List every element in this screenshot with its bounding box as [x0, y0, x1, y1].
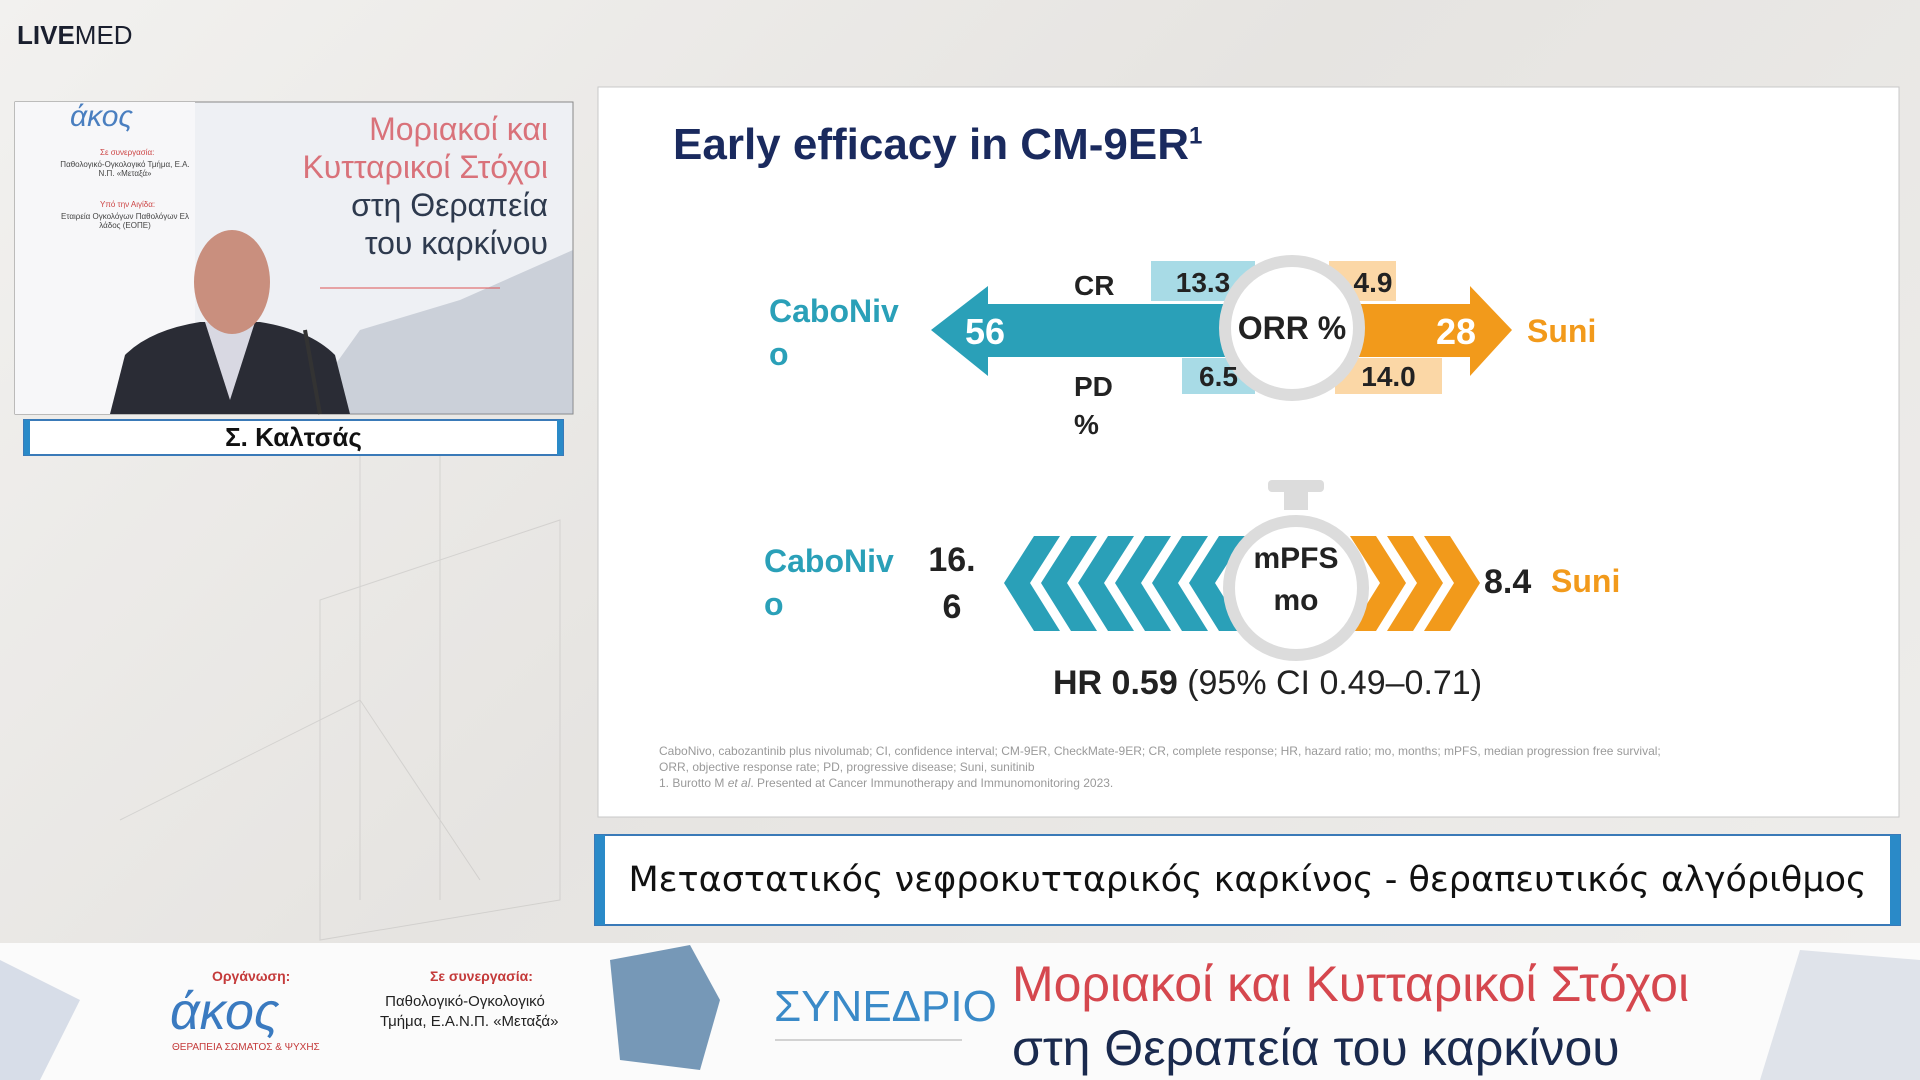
speaker-head	[194, 230, 270, 334]
backdrop-logo: άκος	[70, 100, 134, 133]
footer-title-line: στη Θεραπεία του καρκίνου	[1012, 1020, 1620, 1076]
chevron	[1387, 536, 1443, 631]
backdrop-sketch	[119, 420, 561, 941]
footnote-part: 1. Burotto M	[659, 776, 728, 790]
speaker-name: Σ. Καλτσάς	[225, 422, 362, 452]
backdrop-title: Μοριακοί και Κυτταρικοί Στόχοι στη Θεραπ…	[302, 110, 548, 262]
caption-accent	[1890, 835, 1900, 925]
orr-center: ORR %	[1237, 310, 1347, 346]
partner-line: Παθολογικό-Ογκολογικό	[385, 993, 545, 1010]
footer-title-line: Μοριακοί και Κυτταρικοί Στόχοι	[1012, 956, 1690, 1012]
sketch	[119, 699, 481, 881]
name-bar-accent	[557, 420, 563, 455]
hr-bold: HR 0.59	[1053, 664, 1178, 702]
backdrop-partner: Παθολογικό-Ογκολογικό Τμήμα, Ε.Α.Ν.Π. «Μ…	[60, 160, 190, 178]
orr-right-value: 28	[1436, 311, 1477, 352]
backdrop-title-line: Κυτταρικοί Στόχοι	[302, 149, 548, 185]
stopwatch-stem	[1284, 490, 1308, 510]
right-chevrons	[1350, 536, 1480, 631]
footnotes: CaboNivo, cabozantinib plus nivolumab; C…	[659, 743, 1661, 791]
speaker-shirt	[205, 322, 255, 400]
pd-label: PD %	[1074, 371, 1113, 440]
microphone	[303, 329, 322, 415]
footnote-part: et al	[727, 776, 751, 790]
pfs-center: mPFS mo	[1253, 542, 1339, 617]
right-pd: 14.0	[1361, 361, 1416, 392]
chevron	[1152, 536, 1208, 631]
name-bar	[23, 419, 564, 456]
slide-title-text: Early efficacy in CM-9ER	[673, 120, 1189, 169]
event-logo-art	[610, 945, 720, 1070]
orr-left-value: 56	[965, 311, 1006, 352]
backdrop-support-label: Υπό την Αιγίδα:	[100, 200, 156, 209]
sketch	[319, 519, 561, 941]
left-chevrons	[1004, 536, 1245, 631]
slide	[597, 86, 1900, 818]
left-pd: 6.5	[1199, 361, 1238, 392]
backdrop-partner-label: Σε συνεργασία:	[100, 148, 155, 157]
left-cr: 13.3	[1175, 267, 1231, 298]
chevron	[1424, 536, 1480, 631]
org-sub: ΘΕΡΑΠΕΙΑ ΣΩΜΑΤΟΣ & ΨΥΧΗΣ	[172, 1042, 320, 1053]
hr-rest: (95% CI 0.49–0.71)	[1187, 664, 1483, 702]
logo-bold: LIVE	[17, 20, 75, 50]
pfs-dial	[1223, 515, 1369, 661]
orr-dial	[1219, 255, 1365, 401]
slide-title: Early efficacy in CM-9ER1	[673, 120, 1202, 170]
footnote: ORR, objective response rate; PD, progre…	[659, 760, 1035, 774]
pfs-left-label: CaboNivo	[764, 543, 894, 622]
footer-title: Μοριακοί και Κυτταρικοί Στόχοι στη Θεραπ…	[1012, 952, 1689, 1080]
footer-art	[1760, 950, 1920, 1080]
caption-bar	[594, 834, 1901, 926]
partner-label: Σε συνεργασία:	[430, 968, 533, 984]
partner-line: Τμήμα, Ε.Α.Ν.Π. «Μεταξά»	[380, 1013, 559, 1030]
backdrop-title-line: του καρκίνου	[364, 225, 548, 261]
backdrop-support: Εταιρεία Ογκολόγων Παθολόγων Ελλάδος (ΕΟ…	[60, 212, 190, 230]
livemed-logo: LIVEMED	[17, 20, 133, 51]
chevron	[1004, 536, 1060, 631]
pfs-right-label: Suni	[1551, 563, 1621, 599]
caption: Μεταστατικός νεφροκυτταρικός καρκίνος - …	[628, 860, 1867, 900]
caption-accent	[595, 835, 605, 925]
hazard-ratio: HR 0.59 (95% CI 0.49–0.71)	[1053, 664, 1482, 703]
backdrop-title-line: Μοριακοί και	[369, 111, 548, 147]
left-arrow	[931, 286, 1290, 376]
right-cr: 4.9	[1353, 267, 1393, 298]
partner: Παθολογικό-Ογκολογικό Τμήμα, Ε.Α.Ν.Π. «Μ…	[380, 992, 559, 1032]
backdrop-title-line: στη Θεραπεία	[351, 187, 548, 223]
slide-title-sup: 1	[1188, 122, 1203, 150]
chevron	[1041, 536, 1097, 631]
banner-art	[300, 250, 573, 414]
footer-art	[0, 960, 80, 1080]
org-logo: άκος	[170, 983, 280, 1041]
footnote-part: . Presented at Cancer Immunotherapy and …	[750, 776, 1114, 790]
footnote: 1. Burotto M et al. Presented at Cancer …	[659, 775, 1661, 791]
orr-left-label: CaboNivo	[769, 293, 899, 372]
cr-label: CR	[1074, 270, 1115, 301]
chevron	[1189, 536, 1245, 631]
org-label: Οργάνωση:	[212, 968, 291, 984]
footer	[0, 943, 1920, 1080]
chevron	[1078, 536, 1134, 631]
chevron	[1350, 536, 1406, 631]
chevron	[1115, 536, 1171, 631]
pfs-right-value: 8.4	[1484, 563, 1532, 601]
pfs-left-value: 16.6	[928, 541, 976, 626]
event-label: ΣΥΝΕΔΡΙΟ	[774, 982, 997, 1031]
stopwatch-knob	[1268, 480, 1324, 492]
logo-light: MED	[74, 20, 133, 50]
name-bar-accent	[24, 420, 30, 455]
footnote: CaboNivo, cabozantinib plus nivolumab; C…	[659, 744, 1661, 758]
orr-right-label: Suni	[1527, 313, 1597, 349]
